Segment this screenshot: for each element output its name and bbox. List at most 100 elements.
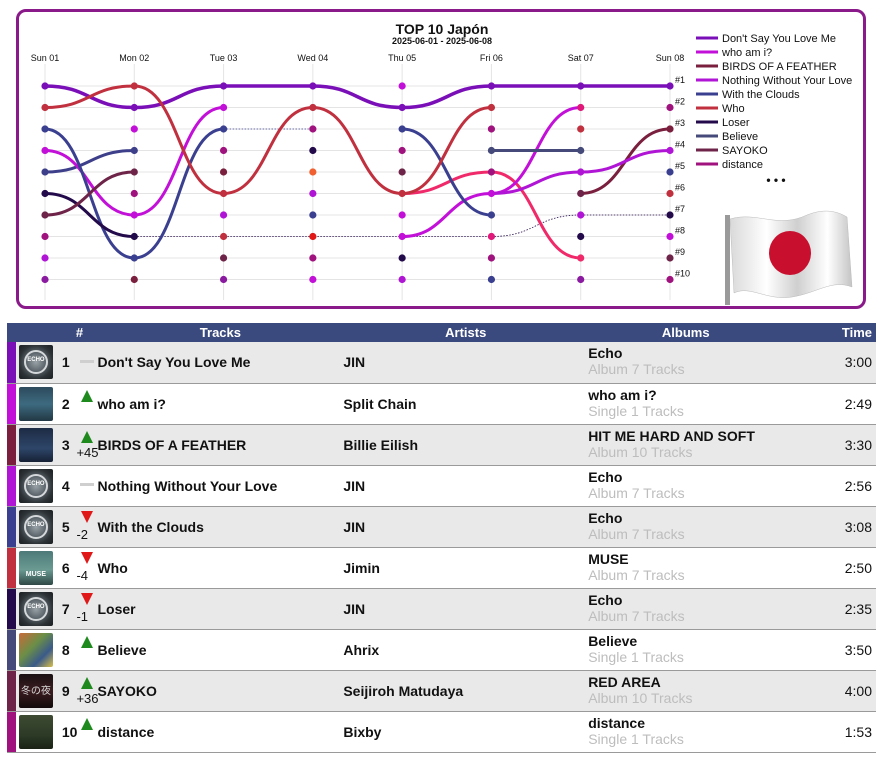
header-artists[interactable]: Artists [343, 323, 589, 342]
rank-dot[interactable] [487, 125, 496, 133]
rank-dot[interactable] [398, 146, 406, 155]
legend-entry[interactable]: With the Clouds [722, 89, 800, 101]
rank-dot[interactable] [666, 254, 674, 262]
track-title[interactable]: distance [97, 711, 344, 753]
track-title[interactable]: With the Clouds [97, 506, 344, 548]
rank-dot[interactable] [487, 254, 496, 262]
rank-dot[interactable] [219, 168, 228, 176]
rank-dot[interactable] [309, 254, 317, 262]
track-title[interactable]: SAYOKO [97, 670, 344, 712]
table-row[interactable]: ECHO 4 Nothing Without Your Love JIN Echo Alb… [7, 465, 876, 507]
rank-dot[interactable] [219, 211, 228, 219]
album-cover[interactable]: ECHO [18, 509, 53, 544]
series-line[interactable] [43, 192, 136, 238]
legend-entry[interactable]: BIRDS OF A FEATHER [722, 61, 837, 73]
rank-dot[interactable] [309, 275, 317, 284]
track-title[interactable]: Loser [97, 588, 344, 630]
rank-dot[interactable] [130, 82, 138, 90]
legend-entry[interactable]: distance [722, 159, 763, 171]
rank-dot[interactable] [398, 275, 406, 284]
artist-name[interactable]: JIN [343, 506, 589, 548]
rank-dot[interactable] [219, 275, 228, 284]
rank-dot[interactable] [41, 146, 49, 155]
rank-dot[interactable] [41, 82, 49, 90]
legend-entry[interactable]: Believe [722, 131, 758, 143]
rank-dot[interactable] [577, 254, 585, 262]
album-cell[interactable]: HIT ME HARD AND SOFT Album 10 Tracks [588, 424, 784, 466]
series-line[interactable] [400, 127, 493, 217]
album-cover[interactable] [18, 427, 53, 462]
rank-dot[interactable] [309, 211, 317, 219]
rank-dot[interactable] [219, 125, 228, 133]
track-title[interactable]: Who [97, 547, 344, 589]
legend-entry[interactable]: Who [722, 103, 745, 115]
rank-dot[interactable] [577, 168, 585, 176]
rank-dot[interactable] [41, 211, 49, 219]
rank-dot[interactable] [487, 82, 496, 90]
rank-dot[interactable] [666, 125, 674, 133]
rank-dot[interactable] [398, 125, 406, 133]
series-line[interactable] [43, 84, 672, 110]
rank-dot[interactable] [130, 103, 138, 112]
rank-dot[interactable] [41, 232, 49, 241]
rank-dot[interactable] [487, 189, 496, 198]
rank-dot[interactable] [41, 125, 49, 133]
rank-dot[interactable] [130, 146, 138, 155]
rank-dot[interactable] [398, 254, 406, 262]
rank-dot[interactable] [219, 146, 228, 155]
rank-dot[interactable] [666, 189, 674, 198]
track-title[interactable]: BIRDS OF A FEATHER [97, 424, 344, 466]
rank-dot[interactable] [309, 189, 317, 198]
album-cover[interactable]: ECHO [18, 345, 53, 380]
rank-dot[interactable] [309, 125, 317, 133]
rank-dot[interactable] [487, 211, 496, 219]
rank-dot[interactable] [577, 82, 585, 90]
rank-dot[interactable] [666, 146, 674, 155]
album-cell[interactable]: Echo Album 7 Tracks [588, 342, 784, 384]
table-row[interactable]: ECHO 5 -2 With the Clouds JIN Echo Album 7 Tra… [7, 506, 876, 548]
rank-dot[interactable] [309, 232, 317, 241]
rank-dot[interactable] [666, 103, 674, 112]
table-row[interactable]: 冬の夜 9 +36 SAYOKO Seijiroh Matudaya RED AREA Al… [7, 670, 876, 712]
table-row[interactable]: ECHO 7 -1 Loser JIN Echo Album 7 Tracks 2:35 [7, 588, 876, 630]
rank-dot[interactable] [577, 275, 585, 284]
rank-dot[interactable] [487, 103, 496, 112]
rank-dot[interactable] [398, 189, 406, 198]
table-row[interactable]: 10 distance Bixby distance Single 1 Tracks 1:… [7, 711, 876, 753]
track-title[interactable]: who am i? [97, 383, 344, 425]
table-row[interactable]: 8 Believe Ahrix Believe Single 1 Tracks 3:50 [7, 629, 876, 671]
album-cell[interactable]: Believe Single 1 Tracks [588, 629, 784, 671]
rank-dot[interactable] [577, 146, 585, 155]
rank-dot[interactable] [309, 146, 317, 155]
rank-dot[interactable] [219, 232, 228, 241]
rank-dot[interactable] [577, 232, 585, 241]
album-cell[interactable]: who am i? Single 1 Tracks [588, 383, 784, 425]
table-row[interactable]: 2 who am i? Split Chain who am i? Single 1 T… [7, 383, 876, 425]
rank-dot[interactable] [666, 211, 674, 219]
rank-dot[interactable] [398, 168, 406, 176]
rank-dot[interactable] [219, 82, 228, 90]
table-row[interactable]: ECHO 1 Don't Say You Love Me JIN Echo Album 7… [7, 342, 876, 384]
artist-name[interactable]: JIN [343, 465, 589, 507]
rank-dot[interactable] [666, 232, 674, 241]
album-cover[interactable] [18, 386, 53, 421]
rank-dot[interactable] [41, 189, 49, 198]
rank-dot[interactable] [130, 125, 138, 133]
rank-dot[interactable] [487, 275, 496, 284]
rank-dot[interactable] [487, 232, 496, 241]
rank-dot[interactable] [666, 82, 674, 90]
series-line[interactable] [43, 170, 136, 217]
artist-name[interactable]: Billie Eilish [343, 424, 589, 466]
artist-name[interactable]: Jimin [343, 547, 589, 589]
album-cell[interactable]: MUSE Album 7 Tracks [588, 547, 784, 589]
rank-dot[interactable] [309, 82, 317, 90]
rank-dot[interactable] [41, 275, 49, 284]
rank-dot[interactable] [398, 232, 406, 241]
rank-dot[interactable] [219, 189, 228, 198]
rank-dot[interactable] [487, 168, 496, 176]
rank-dot[interactable] [309, 103, 317, 112]
rank-dot[interactable] [309, 168, 317, 176]
artist-name[interactable]: JIN [343, 588, 589, 630]
album-cell[interactable]: RED AREA Album 10 Tracks [588, 670, 784, 712]
artist-name[interactable]: JIN [343, 342, 589, 384]
